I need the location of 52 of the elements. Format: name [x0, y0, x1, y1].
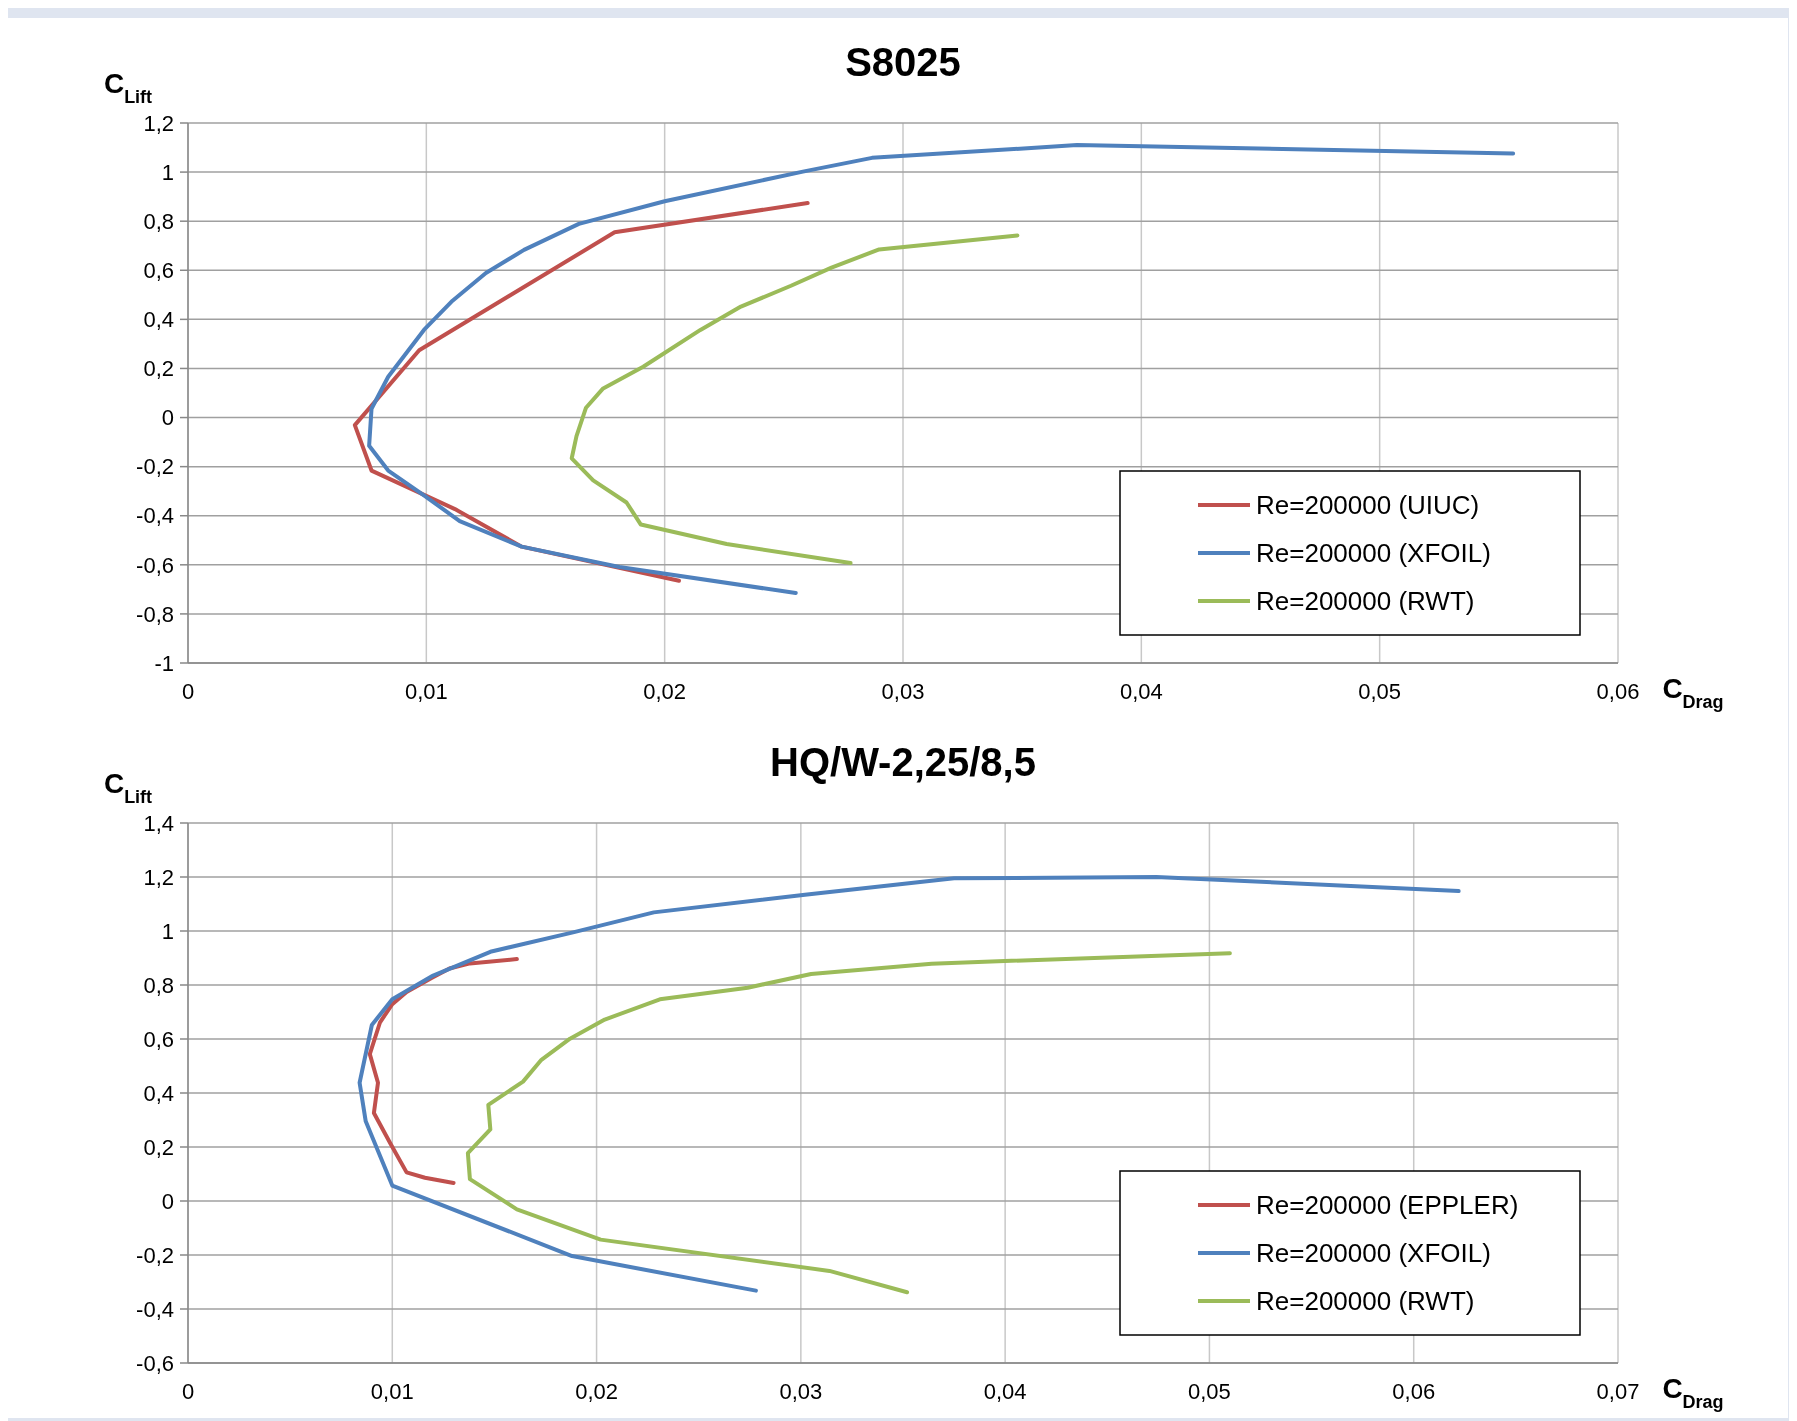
y-tick-label: -0,8 — [136, 601, 174, 627]
y-tick-label: 0,6 — [143, 257, 174, 283]
chart-title: HQ/W-2,25/8,5 — [770, 740, 1036, 784]
x-tick-label: 0,06 — [1392, 1379, 1436, 1404]
y-tick-label: 1,4 — [143, 810, 174, 836]
y-tick-label: 0,4 — [143, 1080, 174, 1106]
y-tick-label: 1,2 — [143, 864, 174, 890]
x-tick-label: 0,04 — [1119, 679, 1163, 704]
x-tick-label: 0,06 — [1596, 679, 1640, 704]
y-tick-label: 0,8 — [143, 972, 174, 998]
x-tick-label: 0,01 — [370, 1379, 414, 1404]
y-tick-label: 0,8 — [143, 208, 174, 234]
y-tick-label: 0,4 — [143, 307, 174, 333]
y-axis-title: C$_{Lift}$ — [103, 768, 153, 807]
y-tick-label: -0,6 — [136, 1350, 174, 1376]
y-tick-label: -0,6 — [136, 552, 174, 578]
y-tick-label: 1,2 — [143, 110, 174, 136]
x-tick-label: 0,02 — [643, 679, 687, 704]
chart-title: S8025 — [845, 40, 961, 84]
y-tick-label: -0,2 — [136, 1242, 174, 1268]
x-axis-title: C$_{Drag}$ — [1662, 673, 1724, 712]
y-tick-label: 1 — [161, 159, 174, 185]
legend-label: Re=200000 (RWT) — [1256, 1286, 1475, 1317]
x-tick-label: 0 — [181, 679, 195, 704]
y-tick-label: -1 — [154, 650, 174, 676]
y-tick-label: -0,4 — [136, 1296, 174, 1322]
legend-label: Re=200000 (XFOIL) — [1256, 1238, 1491, 1269]
x-axis-title: C$_{Drag}$ — [1662, 1373, 1724, 1412]
y-tick-label: -0,2 — [136, 454, 174, 480]
x-tick-label: 0,01 — [404, 679, 448, 704]
line-series — [465, 951, 1232, 1295]
legend-label: Re=200000 (XFOIL) — [1256, 538, 1491, 569]
x-tick-label: 0,05 — [1358, 679, 1402, 704]
x-tick-label: 0,02 — [575, 1379, 618, 1404]
x-tick-label: 0,03 — [779, 1379, 823, 1404]
y-tick-label: 0 — [161, 405, 174, 431]
x-tick-label: 0,07 — [1596, 1379, 1640, 1404]
legend-label: Re=200000 (EPPLER) — [1256, 1190, 1519, 1221]
x-tick-label: 0,05 — [1188, 1379, 1231, 1404]
y-tick-label: -0,4 — [136, 503, 174, 529]
y-tick-label: 0 — [161, 1188, 174, 1214]
y-tick-label: 1 — [161, 918, 174, 944]
x-tick-label: 0,04 — [983, 1379, 1027, 1404]
y-tick-label: 0,6 — [143, 1026, 174, 1052]
x-tick-label: 0 — [181, 1379, 195, 1404]
x-tick-label: 0,03 — [881, 679, 925, 704]
y-tick-label: 0,2 — [143, 356, 174, 382]
y-tick-label: 0,2 — [143, 1134, 174, 1160]
y-axis-title: C$_{Lift}$ — [103, 68, 153, 107]
legend-label: Re=200000 (RWT) — [1256, 586, 1475, 617]
line-series — [569, 233, 1020, 566]
legend-label: Re=200000 (UIUC) — [1256, 490, 1480, 521]
